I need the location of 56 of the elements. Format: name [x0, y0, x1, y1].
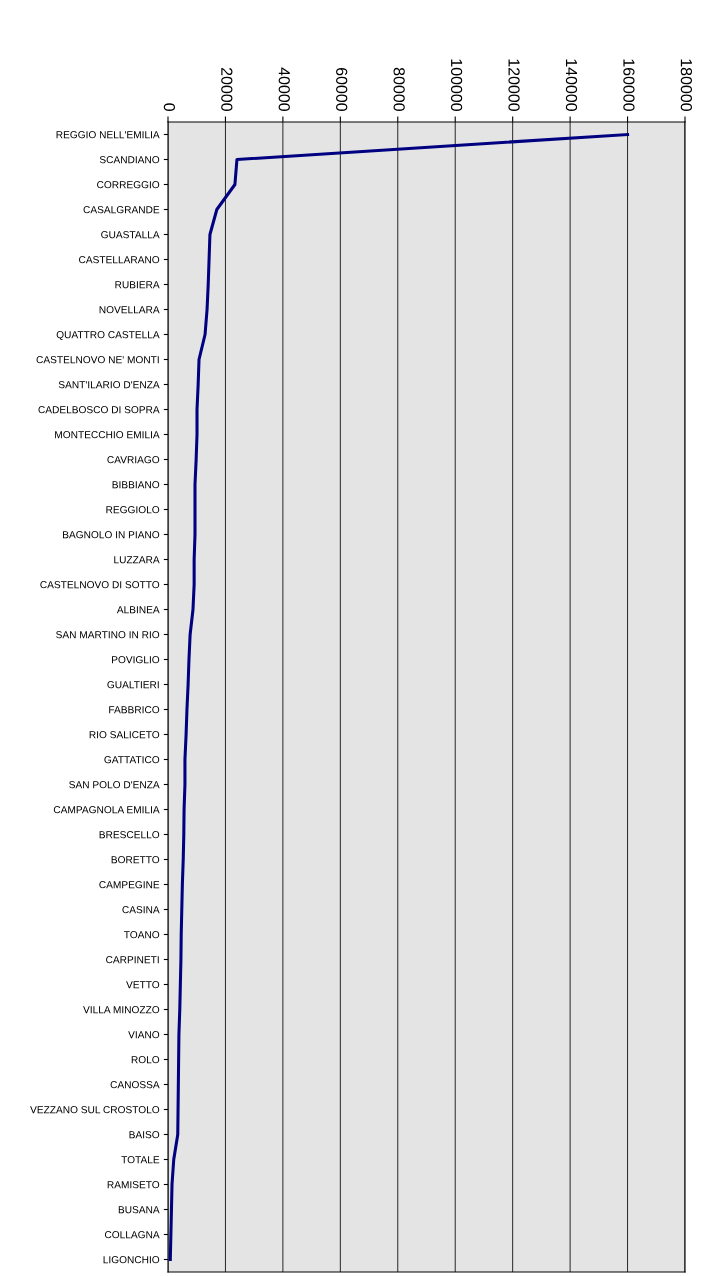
- y-tick-label: REGGIOLO: [106, 506, 160, 514]
- y-tick-label: CAMPAGNOLA EMILIA: [53, 806, 160, 814]
- y-tick-label: BIBBIANO: [112, 481, 160, 489]
- x-tick-label: 140000: [565, 59, 578, 111]
- y-tick-label: CAMPEGINE: [99, 881, 160, 889]
- y-tick-label: CORREGGIO: [97, 181, 160, 189]
- y-tick-label: RIO SALICETO: [89, 731, 160, 739]
- y-tick-label: BAGNOLO IN PIANO: [63, 531, 160, 539]
- y-tick-label: GUASTALLA: [101, 231, 160, 239]
- x-tick-label: 60000: [336, 67, 348, 111]
- y-tick-label: RAMISETO: [107, 1181, 160, 1189]
- y-tick-label: CASALGRANDE: [83, 206, 160, 214]
- y-tick-label: GATTATICO: [104, 756, 160, 764]
- y-tick-label: SANT'ILARIO D'ENZA: [58, 381, 160, 389]
- x-tick-label: 120000: [508, 59, 520, 111]
- y-tick-label: TOTALE: [121, 1156, 160, 1164]
- y-tick-label: GUALTIERI: [107, 681, 159, 689]
- y-tick-label: VETTO: [126, 981, 160, 989]
- y-tick-label: CASTELLARANO: [79, 256, 160, 264]
- y-tick-label: CASINA: [122, 906, 160, 914]
- y-tick-label: CAVRIAGO: [107, 456, 160, 464]
- x-tick-label: 160000: [623, 59, 635, 111]
- y-tick-label: BORETTO: [111, 856, 160, 864]
- y-tick-label: VEZZANO SUL CROSTOLO: [30, 1106, 160, 1114]
- y-tick-label: POVIGLIO: [112, 656, 160, 664]
- y-tick-label: TOANO: [124, 931, 160, 939]
- y-tick-label: LUZZARA: [114, 556, 160, 564]
- y-tick-label: LIGONCHIO: [103, 1256, 160, 1264]
- y-tick-label: REGGIO NELL'EMILIA: [56, 131, 160, 139]
- y-tick-label: VIANO: [128, 1031, 160, 1039]
- y-tick-label: RUBIERA: [115, 281, 160, 289]
- y-tick-label: CASTELNOVO NE' MONTI: [36, 356, 159, 364]
- y-tick-label: MONTECCHIO EMILIA: [55, 431, 160, 439]
- x-tick-label: 20000: [221, 67, 233, 111]
- y-tick-label: VILLA MINOZZO: [83, 1006, 160, 1014]
- y-tick-label: NOVELLARA: [99, 306, 160, 314]
- y-tick-label: ROLO: [131, 1056, 160, 1064]
- x-tick-label: 80000: [393, 67, 405, 111]
- x-tick-label: 0: [163, 103, 176, 111]
- x-tick-label: 40000: [278, 67, 290, 111]
- y-tick-label: SAN MARTINO IN RIO: [56, 631, 160, 639]
- y-tick-label: COLLAGNA: [104, 1231, 160, 1239]
- y-tick-label: CARPINETI: [106, 956, 159, 964]
- x-tick-label: 180000: [680, 59, 693, 111]
- y-tick-label: BUSANA: [118, 1206, 160, 1214]
- y-tick-label: SAN POLO D'ENZA: [69, 781, 160, 789]
- y-tick-label: ALBINEA: [116, 606, 160, 614]
- y-tick-label: CADELBOSCO DI SOPRA: [38, 406, 160, 414]
- x-tick-label: 100000: [450, 59, 463, 111]
- y-tick-label: BRESCELLO: [99, 831, 160, 839]
- y-tick-label: CASTELNOVO DI SOTTO: [40, 581, 160, 589]
- y-tick-label: QUATTRO CASTELLA: [56, 331, 160, 341]
- y-tick-label: BAISO: [129, 1131, 160, 1139]
- y-tick-label: SCANDIANO: [99, 156, 160, 164]
- y-tick-label: CANOSSA: [110, 1081, 160, 1089]
- y-tick-label: FABBRICO: [109, 706, 160, 714]
